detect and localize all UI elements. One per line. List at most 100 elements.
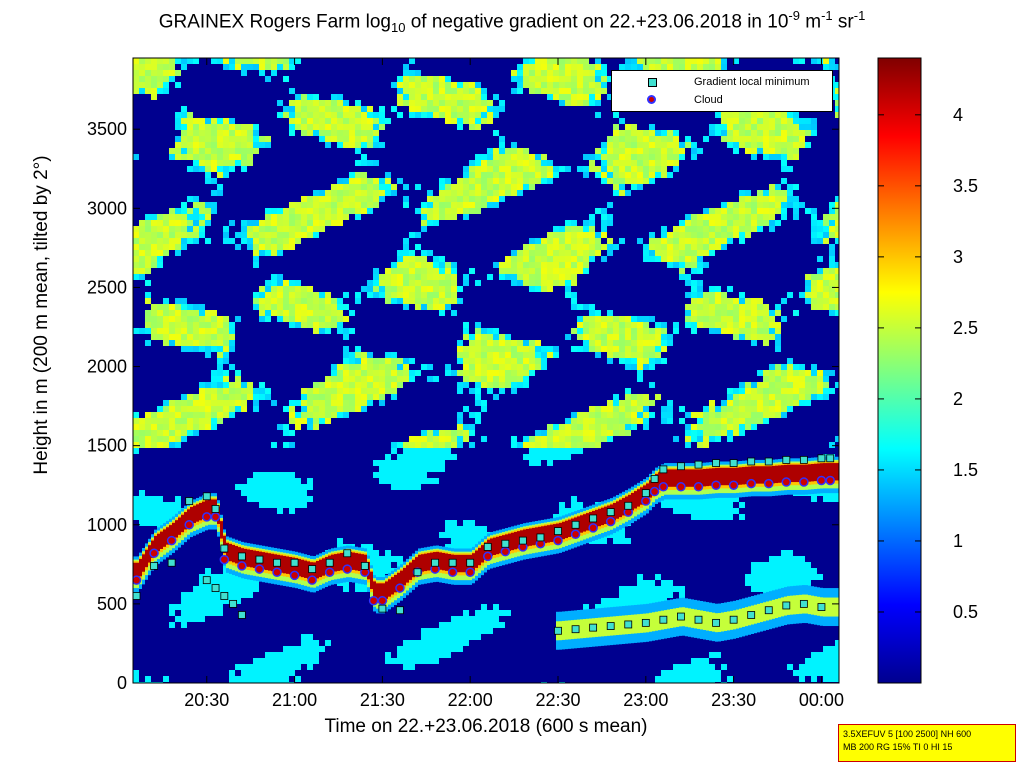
gradient-min-point	[764, 606, 773, 615]
cloud-point	[605, 516, 616, 527]
y-tick-label: 0	[117, 673, 127, 693]
gradient-min-point	[747, 611, 756, 619]
gradient-min-point	[290, 558, 299, 567]
cloud-point	[658, 482, 669, 492]
gradient-min-point	[817, 454, 826, 463]
cloud-point	[149, 548, 159, 559]
settings-footnote: 3.5XEFUV 5 [100 2500] NH 600 MB 200 RG 1…	[838, 724, 1016, 762]
colorbar-axis: 0.5 1 1.5 2 2.5 3 3.5 4	[878, 105, 978, 622]
gradient-min-point	[694, 460, 703, 469]
x-tick-label: 00:00	[799, 690, 844, 710]
cloud-point	[588, 523, 598, 533]
gradient-min-point	[554, 626, 562, 635]
gradient-min-point	[799, 455, 808, 464]
x-axis: 20:30 21:00 21:30 22:00 22:30 23:00 23:30 00:00	[184, 58, 844, 710]
y-tick-label: 1500	[87, 436, 127, 456]
footnote-line: 3.5XEFUV 5 [100 2500] NH 600	[843, 729, 972, 739]
cloud-point	[500, 546, 511, 557]
gradient-min-point	[606, 508, 615, 517]
cloud-point	[254, 564, 265, 574]
colorbar-tick-label: 1	[953, 531, 963, 551]
colorbar-tick-label: 2.5	[953, 318, 978, 338]
cloud-point	[465, 567, 475, 577]
cloud-point	[377, 595, 388, 606]
cloud-point	[202, 512, 212, 522]
legend-label: Cloud	[694, 94, 723, 106]
gradient-min-point	[518, 536, 527, 545]
gradient-min-point	[712, 459, 720, 467]
gradient-min-point	[273, 558, 281, 567]
gradient-min-point	[325, 558, 334, 567]
chart-title: GRAINEX Rogers Farm log10 of negative gr…	[158, 8, 866, 36]
gradient-min-point	[308, 565, 317, 573]
y-tick-label: 1000	[87, 515, 127, 535]
gradient-min-point	[396, 606, 404, 615]
gradient-min-point	[211, 584, 220, 592]
cloud-point	[219, 554, 230, 565]
colorbar-tick-label: 0.5	[953, 602, 978, 622]
gradient-min-point	[413, 568, 422, 577]
cloud-point	[764, 478, 774, 489]
gradient-min-point	[729, 459, 738, 467]
colorbar-tick-label: 1.5	[953, 460, 978, 480]
cloud-point	[728, 480, 739, 490]
gradient-min-point	[677, 462, 685, 471]
gradient-min-point	[571, 625, 580, 634]
cloud-point	[237, 561, 247, 571]
gradient-min-point	[554, 527, 562, 536]
cloud-point	[553, 535, 563, 546]
cloud-point	[641, 496, 651, 506]
y-tick-label: 3000	[87, 198, 127, 218]
gradient-min-point	[589, 514, 598, 523]
gradient-min-point	[220, 544, 229, 553]
gradient-min-point	[624, 620, 633, 629]
gradient-min-point	[202, 576, 211, 585]
cloud-point	[272, 567, 282, 577]
x-tick-label: 20:30	[184, 690, 229, 710]
cloud-point	[483, 551, 493, 562]
gradient-min-point	[817, 603, 826, 611]
cloud-point	[799, 477, 809, 487]
gradient-min-point	[799, 599, 808, 608]
x-tick-label: 23:30	[711, 690, 756, 710]
x-tick-label: 22:30	[535, 690, 580, 710]
legend-label: Gradient local minimum	[694, 76, 810, 88]
square-marker-icon	[648, 78, 657, 87]
cloud-point	[368, 595, 379, 606]
gradient-min-point	[229, 599, 238, 608]
gradient-min-point	[712, 618, 720, 627]
cloud-point	[711, 480, 721, 490]
colorbar	[877, 57, 922, 684]
gradient-min-point	[571, 520, 580, 529]
gradient-min-point	[826, 454, 835, 463]
cloud-point	[133, 575, 142, 585]
colorbar-tick-label: 2	[953, 389, 963, 409]
cloud-point	[746, 478, 756, 489]
y-axis-label: Height in m (200 m mean, tilted by 2°)	[31, 155, 52, 475]
cloud-point	[307, 575, 317, 585]
y-tick-label: 2000	[87, 357, 127, 377]
plot-frame	[132, 57, 840, 684]
gradient-min-point	[220, 592, 229, 600]
x-tick-label: 21:30	[360, 690, 405, 710]
x-tick-label: 21:00	[272, 690, 317, 710]
gradient-min-point	[782, 455, 791, 464]
circle-marker-icon	[647, 95, 656, 104]
cloud-point	[570, 529, 581, 540]
x-tick-label: 23:00	[623, 690, 668, 710]
gradient-min-point	[650, 474, 659, 483]
cloud-point	[184, 520, 194, 530]
gradient-min-point	[589, 623, 598, 632]
gradient-min-point	[536, 533, 545, 542]
gradient-min-point	[659, 465, 668, 474]
gradient-min-point	[237, 611, 246, 619]
cloud-point	[693, 482, 704, 492]
cloud-point	[825, 475, 835, 486]
gradient-min-point	[150, 562, 158, 570]
gradient-min-point	[624, 501, 633, 510]
colorbar-tick-label: 3	[953, 247, 963, 267]
y-tick-label: 3500	[87, 119, 127, 139]
colorbar-tick-label: 3.5	[953, 176, 978, 196]
cloud-point	[324, 567, 335, 577]
